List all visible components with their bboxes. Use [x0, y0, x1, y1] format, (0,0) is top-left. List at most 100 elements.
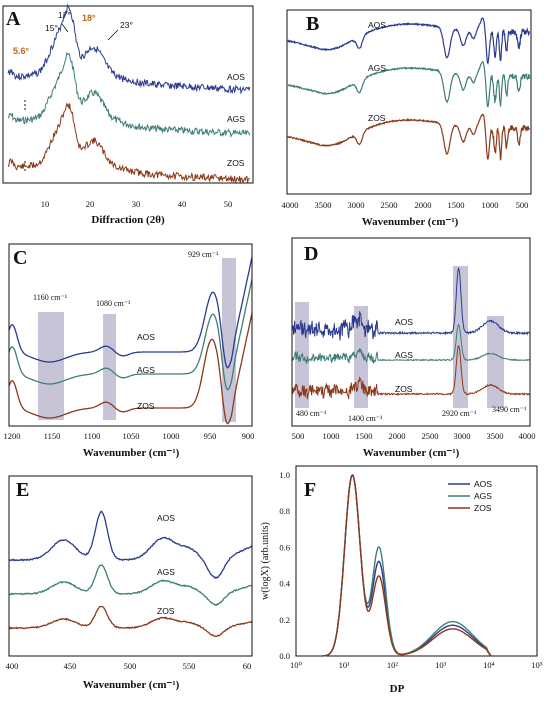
panel-f-xtick: 10³	[435, 660, 447, 670]
panel-b-line-zos	[286, 113, 530, 161]
panel-d-xtick: 500	[292, 431, 305, 441]
panel-c-xtick: 1000	[163, 431, 180, 441]
panel-c: C 1160 cm⁻¹ 1080 cm⁻¹ 929 cm⁻¹ AOS AGS Z…	[4, 243, 255, 459]
panel-a-letter: A	[6, 8, 21, 30]
panel-c-band-label-1160: 1160 cm⁻¹	[33, 293, 68, 302]
panel-d-xtick: 4000	[519, 431, 536, 441]
panel-a-arrow-23	[107, 29, 119, 41]
panel-e: E AOS AGS ZOS 400 450 500 550 60 Wavenum…	[6, 475, 253, 691]
panel-b-xtick: 3500	[315, 200, 332, 210]
panel-f-line-zos	[322, 474, 492, 657]
legend-label-aos: AOS	[474, 479, 492, 489]
panel-c-label-aos: AOS	[137, 332, 155, 342]
panel-b-xtick: 1500	[448, 200, 465, 210]
panel-f-letter: F	[304, 479, 316, 501]
panel-a-line-ags	[7, 51, 251, 138]
panel-d: D AOS AGS ZOS 480 cm⁻¹ 1400 cm⁻¹ 2920 cm…	[291, 237, 536, 459]
panel-d-xtick: 2500	[422, 431, 439, 441]
panel-c-xtick: 1150	[44, 431, 61, 441]
panel-b-line-aos	[286, 17, 530, 65]
panel-e-label-zos: ZOS	[157, 606, 175, 616]
panel-a-xtick: 40	[178, 199, 187, 209]
panel-f-ytick: 0.0	[279, 651, 290, 661]
panel-f: F 0.00.20.40.60.81.0 10⁰ 10¹ 10² 10³ 10⁴ 10⁵ …	[260, 465, 543, 695]
panel-e-frame	[8, 475, 253, 657]
panel-e-label-ags: AGS	[157, 567, 175, 577]
panel-a-xtick: 10	[41, 199, 50, 209]
panel-f-legend: AOS AGS ZOS	[448, 479, 492, 513]
panel-d-xtick: 2000	[389, 431, 406, 441]
panel-c-frame	[8, 243, 253, 427]
panel-e-xtick: 450	[64, 661, 77, 671]
panel-f-xtick: 10⁴	[483, 660, 495, 670]
panel-c-xtick: 1100	[84, 431, 101, 441]
panel-b-xtick: 4000	[282, 200, 299, 210]
panel-f-xticks: 10⁰ 10¹ 10² 10³ 10⁴ 10⁵	[290, 660, 543, 670]
panel-c-line-aos	[8, 256, 253, 369]
panel-b-xtick: 2500	[381, 200, 398, 210]
panel-c-label-ags: AGS	[137, 365, 155, 375]
panel-f-ytick: 0.8	[279, 506, 290, 516]
panel-f-xtick: 10¹	[339, 660, 351, 670]
panel-d-band-3490	[487, 316, 504, 408]
panel-d-line-aos	[291, 267, 531, 341]
panel-a-label-zos: ZOS	[227, 158, 245, 168]
panel-d-band-label-1400: 1400 cm⁻¹	[348, 414, 383, 423]
panel-d-xtick: 3500	[487, 431, 504, 441]
panel-d-label-zos: ZOS	[395, 384, 413, 394]
panel-b-xlabel: Wavenumber (cm⁻¹)	[362, 216, 459, 228]
panel-d-line-zos	[291, 345, 531, 400]
panel-f-xtick: 10⁵	[531, 660, 543, 670]
panel-c-xtick: 950	[204, 431, 217, 441]
panel-a-xlabel: Diffraction (2θ)	[91, 214, 165, 226]
panel-e-xtick: 550	[183, 661, 196, 671]
panel-a-xtick: 20	[86, 199, 95, 209]
panel-c-band-1160	[38, 312, 64, 420]
legend-label-zos: ZOS	[474, 503, 492, 513]
panel-f-ytick: 0.2	[279, 615, 290, 625]
panel-d-frame	[291, 237, 531, 427]
panel-c-xtick: 900	[242, 431, 255, 441]
panel-a-xtick: 30	[132, 199, 141, 209]
panel-b-label-aos: AOS	[368, 20, 386, 30]
panel-f-frame	[295, 465, 538, 657]
panel-f-xtick: 10⁰	[290, 660, 303, 670]
panel-a-label-aos: AOS	[227, 72, 245, 82]
panel-f-ytick: 0.6	[279, 542, 290, 552]
panel-c-band-1080	[103, 314, 116, 420]
panel-e-xtick: 60	[243, 661, 252, 671]
panel-e-line-zos	[8, 605, 253, 638]
panel-f-xlabel: DP	[390, 683, 405, 695]
panel-d-band-label-3490: 3490 cm⁻¹	[492, 405, 527, 414]
panel-d-xtick: 3000	[454, 431, 471, 441]
panel-b-label-ags: AGS	[368, 63, 386, 73]
panel-a-ann-5-6: 5.6°	[13, 46, 30, 56]
legend-label-ags: AGS	[474, 491, 492, 501]
panel-b: B AOS AGS ZOS 4000 3500 3000 2500 2000 1…	[282, 9, 532, 228]
panel-b-xtick: 2000	[415, 200, 432, 210]
panel-c-xlabel: Wavenumber (cm⁻¹)	[83, 447, 180, 459]
panel-e-line-aos	[8, 510, 253, 579]
panel-e-xtick: 500	[124, 661, 137, 671]
panel-a-arrow-17	[61, 23, 69, 33]
panel-f-xtick: 10²	[387, 660, 399, 670]
panel-b-xtick: 500	[516, 200, 529, 210]
panel-c-letter: C	[13, 247, 27, 269]
panel-b-frame	[286, 9, 532, 195]
panel-a-ann-15: 15°	[45, 23, 58, 33]
panel-a: A 5.6° 15° 17° 18° 23° AOS AGS ZOS 10 20…	[2, 3, 254, 226]
panel-f-ylabel: w(logX) (arb.units)	[260, 522, 271, 600]
panel-c-line-ags	[8, 278, 253, 391]
panel-e-letter: E	[16, 479, 29, 501]
panel-d-line-ags	[291, 323, 531, 365]
panel-c-band-label-1080: 1080 cm⁻¹	[96, 299, 131, 308]
panel-c-xtick: 1200	[4, 431, 21, 441]
panel-b-xtick: 1000	[482, 200, 499, 210]
panel-d-xtick: 1500	[356, 431, 373, 441]
panel-a-ann-23: 23°	[120, 20, 133, 30]
panel-e-xtick: 400	[6, 661, 19, 671]
panel-d-xtick: 1000	[323, 431, 340, 441]
panel-e-label-aos: AOS	[157, 513, 175, 523]
panel-b-label-zos: ZOS	[368, 113, 386, 123]
